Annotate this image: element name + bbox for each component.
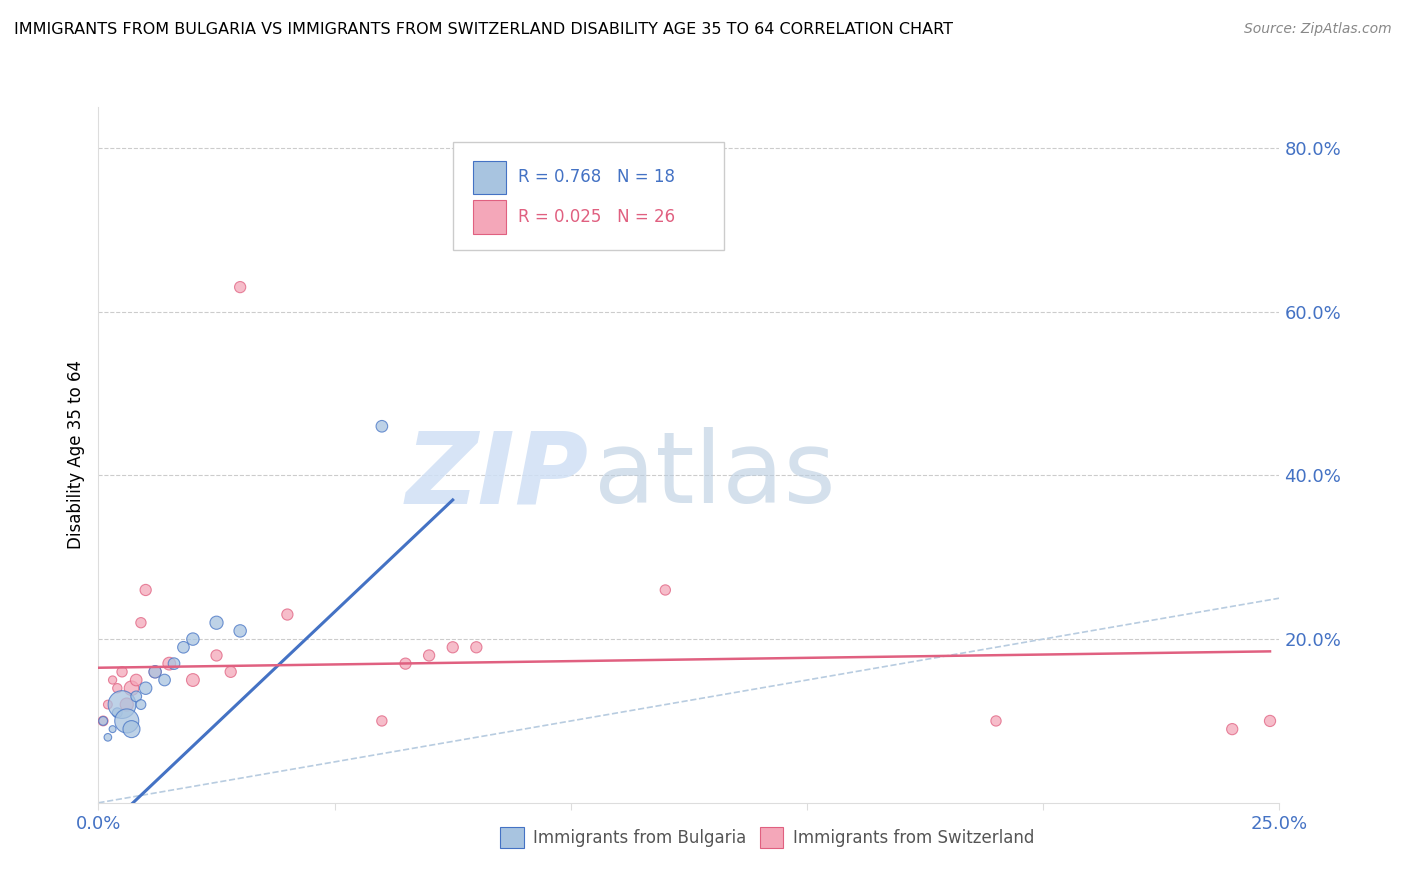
Point — [441, 640, 464, 655]
Bar — [472, 161, 506, 194]
Point — [371, 419, 394, 434]
Point — [205, 648, 228, 663]
Text: atlas: atlas — [595, 427, 837, 524]
Point — [163, 657, 186, 671]
Point — [129, 615, 152, 630]
Point — [105, 681, 128, 696]
Point — [115, 714, 138, 728]
Point — [135, 582, 157, 597]
Text: Immigrants from Bulgaria: Immigrants from Bulgaria — [533, 829, 747, 847]
Point — [135, 681, 157, 696]
Point — [129, 698, 152, 712]
Point — [97, 698, 120, 712]
Point — [91, 714, 114, 728]
Point — [121, 681, 143, 696]
Point — [101, 673, 124, 687]
Bar — [472, 201, 506, 234]
Point — [181, 632, 204, 646]
Text: ZIP: ZIP — [405, 427, 589, 524]
Point — [371, 714, 394, 728]
Point — [1258, 714, 1281, 728]
Text: R = 0.768   N = 18: R = 0.768 N = 18 — [517, 169, 675, 186]
Text: IMMIGRANTS FROM BULGARIA VS IMMIGRANTS FROM SWITZERLAND DISABILITY AGE 35 TO 64 : IMMIGRANTS FROM BULGARIA VS IMMIGRANTS F… — [14, 22, 953, 37]
Point — [153, 673, 176, 687]
Point — [394, 657, 416, 671]
Point — [654, 582, 676, 597]
Text: Source: ZipAtlas.com: Source: ZipAtlas.com — [1244, 22, 1392, 37]
Text: Immigrants from Switzerland: Immigrants from Switzerland — [793, 829, 1035, 847]
Point — [143, 665, 166, 679]
Point — [229, 624, 252, 638]
Point — [143, 665, 166, 679]
Point — [205, 615, 228, 630]
Point — [465, 640, 488, 655]
Point — [157, 657, 180, 671]
Point — [97, 731, 120, 745]
Point — [101, 722, 124, 736]
Y-axis label: Disability Age 35 to 64: Disability Age 35 to 64 — [66, 360, 84, 549]
Point — [229, 280, 252, 294]
Point — [418, 648, 440, 663]
Point — [111, 698, 134, 712]
Point — [181, 673, 204, 687]
Point — [125, 673, 148, 687]
Point — [91, 714, 114, 728]
Point — [172, 640, 194, 655]
Point — [1220, 722, 1243, 736]
Point — [984, 714, 1007, 728]
FancyBboxPatch shape — [453, 142, 724, 250]
Text: R = 0.025   N = 26: R = 0.025 N = 26 — [517, 208, 675, 226]
Point — [105, 706, 128, 720]
Bar — [759, 827, 783, 848]
Point — [276, 607, 298, 622]
Point — [115, 698, 138, 712]
Bar — [501, 827, 523, 848]
Point — [219, 665, 242, 679]
Point — [111, 665, 134, 679]
Point — [121, 722, 143, 736]
Point — [125, 690, 148, 704]
